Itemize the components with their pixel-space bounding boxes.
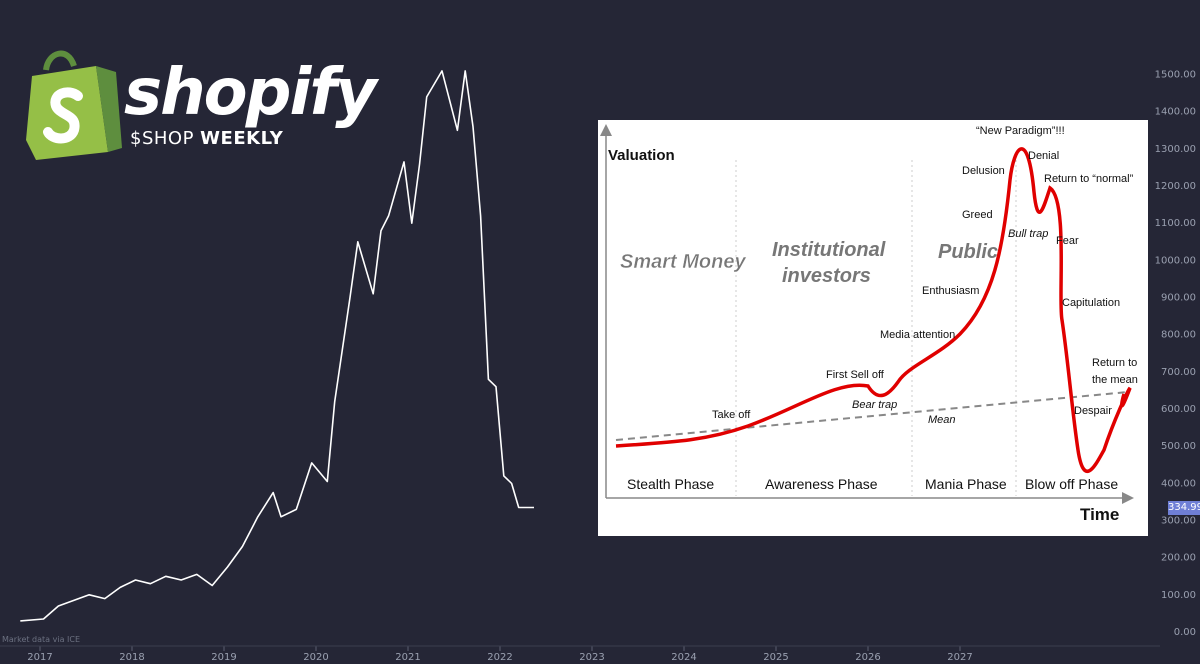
logo-wordmark: shopify — [124, 56, 377, 130]
y-tick-label: 1200.00 — [1155, 181, 1196, 192]
axis-label-time: Time — [1080, 505, 1119, 524]
x-tick-label: 2027 — [947, 652, 972, 663]
annotation-return-mean-line1: Return to — [1092, 357, 1137, 369]
x-tick-label: 2024 — [671, 652, 696, 663]
y-tick-label: 900.00 — [1161, 293, 1196, 304]
x-tick-label: 2021 — [395, 652, 420, 663]
y-tick-label: 1000.00 — [1155, 255, 1196, 266]
x-tick-label: 2018 — [119, 652, 144, 663]
y-tick-label: 1300.00 — [1155, 144, 1196, 155]
valuation-curve — [615, 147, 1132, 474]
annotation-mean: Mean — [928, 414, 956, 426]
y-tick-label: 800.00 — [1161, 330, 1196, 341]
y-tick-label: 700.00 — [1161, 367, 1196, 378]
x-tick-label: 2020 — [303, 652, 328, 663]
shopify-logo: shopify $SHOP WEEKLY — [24, 48, 377, 168]
x-tick-label: 2022 — [487, 652, 512, 663]
y-tick-label: 1100.00 — [1155, 218, 1196, 229]
annotation-return-normal: Return to “normal” — [1044, 173, 1134, 185]
participant-institutional-line1: Institutional — [772, 239, 886, 261]
shopify-bag-icon — [26, 50, 122, 160]
logo-period: WEEKLY — [200, 128, 284, 149]
annotation-return-mean-line2: the mean — [1092, 374, 1138, 386]
x-tick-label: 2017 — [27, 652, 52, 663]
participant-institutional: Institutional investors — [772, 239, 886, 287]
phase-awareness: Awareness Phase — [765, 476, 878, 492]
x-tick-label: 2026 — [855, 652, 880, 663]
logo-ticker: $SHOP — [130, 128, 194, 149]
phase-stealth: Stealth Phase — [627, 476, 714, 492]
axis-label-valuation: Valuation — [608, 147, 675, 164]
annotation-delusion: Delusion — [962, 165, 1005, 177]
annotation-media-attention: Media attention — [880, 329, 955, 341]
y-tick-label: 400.00 — [1161, 478, 1196, 489]
y-tick-label: 200.00 — [1161, 553, 1196, 564]
x-tick-label: 2023 — [579, 652, 604, 663]
annotation-first-sell-off: First Sell off — [826, 369, 885, 381]
participant-smart-money: Smart Money — [620, 251, 746, 273]
participant-public: Public — [938, 241, 998, 263]
annotation-bull-trap: Bull trap — [1008, 228, 1048, 240]
phase-blow-off: Blow off Phase — [1025, 476, 1118, 492]
market-cycle-inset: Valuation Time Smart Money Institutional… — [598, 120, 1148, 536]
y-tick-label: 600.00 — [1161, 404, 1196, 415]
y-tick-label: 1500.00 — [1155, 70, 1196, 81]
market-data-footnote: Market data via ICE — [2, 635, 80, 644]
x-tick-label: 2019 — [211, 652, 236, 663]
annotation-despair: Despair — [1074, 405, 1112, 417]
annotation-denial: Denial — [1028, 150, 1059, 162]
annotation-capitulation: Capitulation — [1062, 297, 1120, 309]
y-tick-label: 300.00 — [1161, 516, 1196, 527]
price-series-line — [20, 70, 534, 622]
annotation-take-off: Take off — [712, 409, 751, 421]
mean-line — [615, 391, 1129, 441]
annotation-new-paradigm: “New Paradigm”!!! — [976, 125, 1065, 137]
phase-mania: Mania Phase — [925, 476, 1007, 492]
annotation-fear: Fear — [1056, 235, 1079, 247]
annotation-greed: Greed — [962, 209, 993, 221]
y-tick-label: 0.00 — [1174, 627, 1196, 638]
annotation-bear-trap: Bear trap — [852, 399, 897, 411]
annotation-enthusiasm: Enthusiasm — [922, 285, 979, 297]
annotation-return-mean: Return to the mean — [1092, 357, 1138, 386]
last-price-tag: 334.99 — [1168, 500, 1200, 515]
y-tick-label: 100.00 — [1161, 590, 1196, 601]
participant-institutional-line2: investors — [782, 265, 871, 287]
y-tick-label: 1400.00 — [1155, 107, 1196, 118]
logo-subtitle: $SHOP WEEKLY — [130, 128, 283, 149]
y-tick-label: 500.00 — [1161, 441, 1196, 452]
x-tick-label: 2025 — [763, 652, 788, 663]
